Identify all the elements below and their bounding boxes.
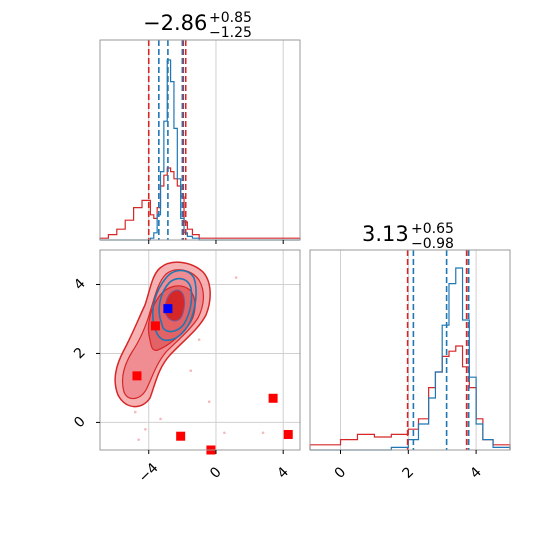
- panel-hist-p2: 0 2 4: [309, 249, 511, 482]
- title-p2-plus: +0.65: [411, 221, 454, 237]
- panel-2d: 0 2 4 −4 0 4: [71, 249, 301, 486]
- marker-blue: [163, 304, 173, 314]
- title-p1: −2.86 +0.85 −1.25: [143, 10, 252, 41]
- title-p2-value: 3.13: [362, 222, 409, 246]
- scatter-point: [197, 338, 201, 341]
- x-tick-label: 0: [332, 464, 350, 482]
- x-tick-label: 2: [399, 464, 417, 482]
- title-p1-value: −2.86: [143, 11, 207, 35]
- title-p2: 3.13 +0.65 −0.98: [362, 221, 454, 252]
- contour-blue-outer: [151, 269, 197, 342]
- scatter-point: [189, 369, 193, 372]
- x-tick-label: −4: [136, 460, 162, 486]
- panel-hist-p1: [99, 39, 301, 244]
- scatter-point: [234, 276, 238, 279]
- x-tick-label: 4: [467, 464, 485, 482]
- scatter-point: [133, 410, 137, 414]
- marker-red: [132, 371, 142, 381]
- hist-p1-red: [99, 167, 301, 240]
- title-p2-minus: −0.98: [411, 236, 454, 252]
- y-tick-label: 4: [71, 276, 89, 294]
- marker-red: [150, 321, 160, 331]
- contour-blue-inner: [158, 277, 193, 333]
- x-tick-label: 0: [207, 464, 225, 482]
- scatter-point: [144, 428, 147, 431]
- marker-red: [283, 429, 293, 439]
- contour-core: [164, 289, 186, 322]
- scatter-point: [261, 431, 265, 435]
- marker-red: [268, 393, 278, 403]
- scatter-point: [223, 431, 226, 435]
- marker-red: [176, 431, 186, 441]
- scatter-point: [137, 438, 140, 441]
- x-tick-label: 4: [274, 464, 292, 482]
- title-p1-minus: −1.25: [209, 25, 252, 41]
- hist-p2-blue: [310, 267, 511, 451]
- title-p1-plus: +0.85: [209, 10, 252, 26]
- scatter-point: [207, 400, 211, 404]
- scatter-point: [159, 417, 162, 421]
- y-tick-label: 2: [71, 345, 89, 363]
- y-tick-label: 0: [71, 414, 89, 432]
